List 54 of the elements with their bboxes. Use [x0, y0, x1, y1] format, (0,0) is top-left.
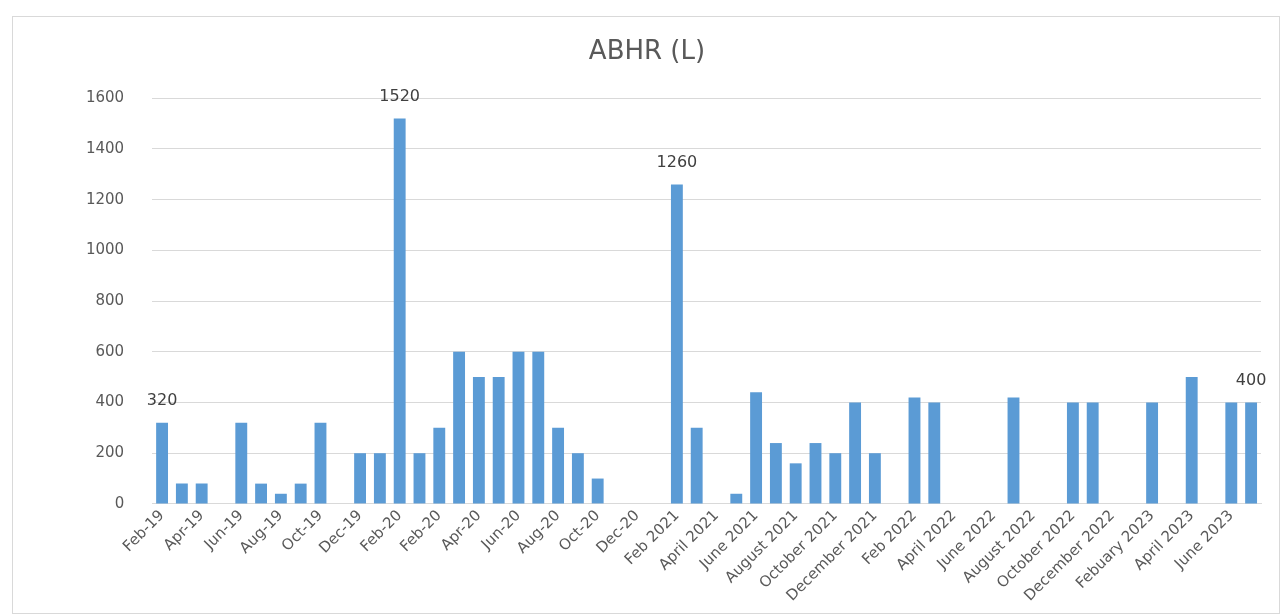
data-label: 1260: [656, 151, 698, 171]
y-tick-label: 400: [95, 392, 125, 411]
data-label: 1520: [379, 85, 421, 105]
y-tick-label: 1000: [85, 240, 125, 259]
y-tick-label: 1200: [85, 189, 125, 208]
bar: [1146, 402, 1159, 504]
bar: [294, 483, 307, 504]
bar: [453, 351, 466, 504]
bar: [175, 483, 188, 504]
y-tick-label: 1400: [85, 138, 125, 157]
bar: [1225, 402, 1238, 504]
bar: [829, 453, 842, 504]
bar: [235, 422, 248, 504]
chart-title: ABHR (L): [588, 35, 706, 66]
bar: [492, 377, 505, 504]
bar: [690, 427, 703, 504]
bar: [1066, 402, 1079, 504]
bar: [433, 427, 446, 504]
y-tick-label: 0: [114, 493, 125, 512]
y-tick-label: 1600: [85, 88, 125, 107]
bar: [750, 392, 763, 504]
bar: [552, 427, 565, 504]
data-label: 320: [146, 389, 178, 409]
bar: [314, 422, 327, 504]
bar: [769, 443, 782, 504]
y-tick-label: 600: [95, 341, 125, 360]
bar: [195, 483, 208, 504]
bar: [1185, 377, 1198, 504]
bar: [670, 184, 683, 504]
bar: [274, 493, 287, 504]
bar: [1086, 402, 1099, 504]
bar: [255, 483, 268, 504]
bar: [532, 351, 545, 504]
bar: [928, 402, 941, 504]
bar: [512, 351, 525, 504]
bar: [908, 397, 921, 504]
bar: [571, 453, 584, 504]
bar: [472, 377, 485, 504]
bar: [789, 463, 802, 504]
y-tick-label: 800: [95, 290, 125, 309]
data-label: 400: [1235, 369, 1267, 389]
bar: [354, 453, 367, 504]
bar: [393, 118, 406, 504]
bar: [868, 453, 881, 504]
bar: [156, 422, 169, 504]
bar: [809, 443, 822, 504]
bar: [1007, 397, 1020, 504]
y-tick-label: 200: [95, 443, 125, 462]
bar: [849, 402, 862, 504]
bar: [591, 478, 604, 504]
bar: [373, 453, 386, 504]
bar: [1245, 402, 1258, 504]
bar: [730, 493, 743, 504]
bar: [413, 453, 426, 504]
